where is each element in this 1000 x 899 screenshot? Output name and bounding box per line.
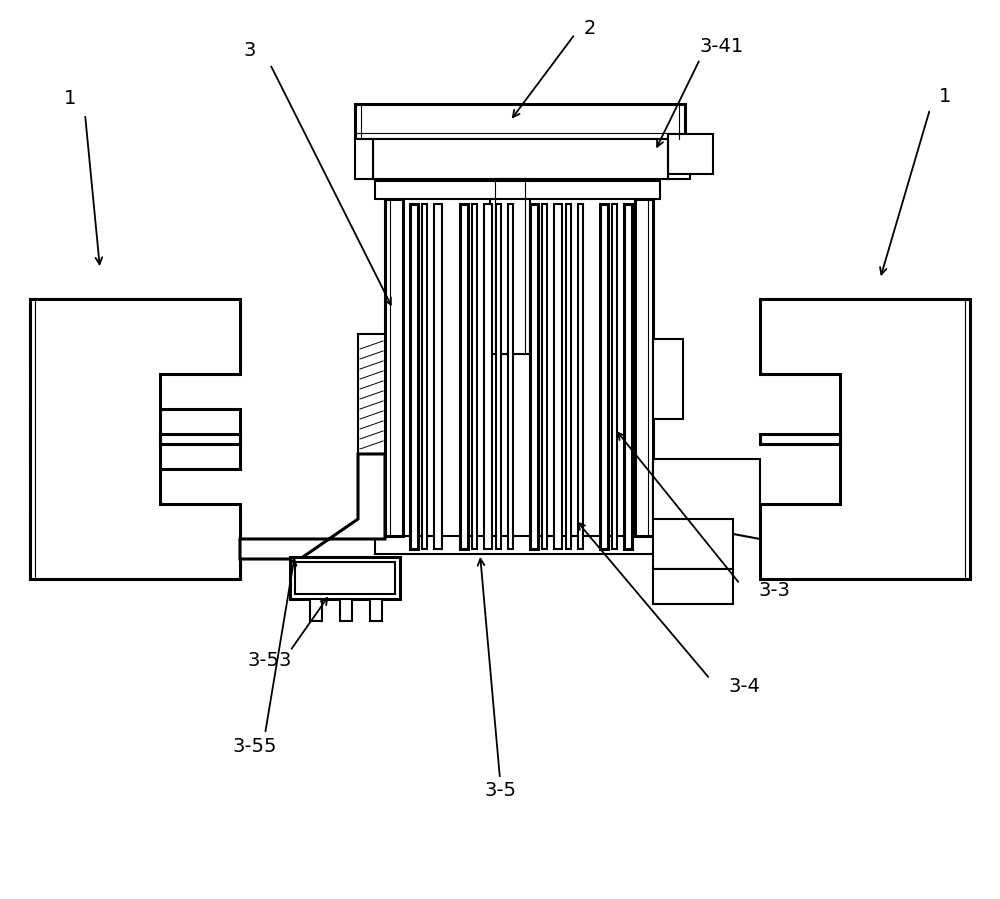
Bar (668, 139, 690, 179)
Bar (668, 134, 713, 174)
Text: 1: 1 (939, 86, 951, 105)
Polygon shape (30, 299, 240, 579)
Bar (624, 204, 632, 549)
Bar (370, 599, 382, 621)
Bar (600, 204, 608, 549)
Bar (635, 199, 653, 536)
Polygon shape (240, 454, 385, 559)
Text: 3: 3 (244, 41, 256, 60)
Bar (410, 204, 418, 549)
Text: 3-5: 3-5 (484, 781, 516, 800)
Bar (653, 519, 733, 569)
Bar (434, 204, 442, 549)
Bar (295, 562, 395, 594)
Text: 3-55: 3-55 (233, 736, 277, 755)
Text: 3-53: 3-53 (248, 652, 292, 671)
Bar (30, 509, 240, 579)
Bar (375, 536, 660, 554)
Bar (542, 204, 547, 549)
Bar (310, 599, 322, 621)
Text: 3-41: 3-41 (700, 38, 744, 57)
Bar (355, 104, 685, 139)
Bar (578, 204, 583, 549)
Bar (530, 204, 538, 549)
Bar (653, 464, 683, 519)
Text: 2: 2 (584, 20, 596, 39)
Text: 3-3: 3-3 (758, 582, 790, 601)
Bar (554, 204, 562, 549)
Bar (422, 204, 427, 549)
Bar (484, 204, 492, 549)
Bar (460, 204, 468, 549)
Bar (612, 204, 617, 549)
Bar (472, 204, 477, 549)
Bar (385, 199, 403, 536)
Text: 3-4: 3-4 (728, 677, 760, 696)
Bar (653, 339, 683, 419)
Bar (653, 569, 733, 604)
Bar (30, 299, 240, 369)
Bar (496, 204, 501, 549)
Bar (355, 139, 373, 179)
Polygon shape (760, 299, 970, 579)
Polygon shape (653, 459, 760, 539)
Bar (375, 181, 660, 199)
Bar (566, 204, 571, 549)
Bar (490, 179, 530, 354)
Text: 1: 1 (64, 90, 76, 109)
Bar (30, 409, 240, 469)
Bar (368, 139, 673, 179)
Bar (358, 334, 385, 454)
Bar (340, 599, 352, 621)
Bar (290, 557, 400, 599)
Bar (508, 204, 513, 549)
